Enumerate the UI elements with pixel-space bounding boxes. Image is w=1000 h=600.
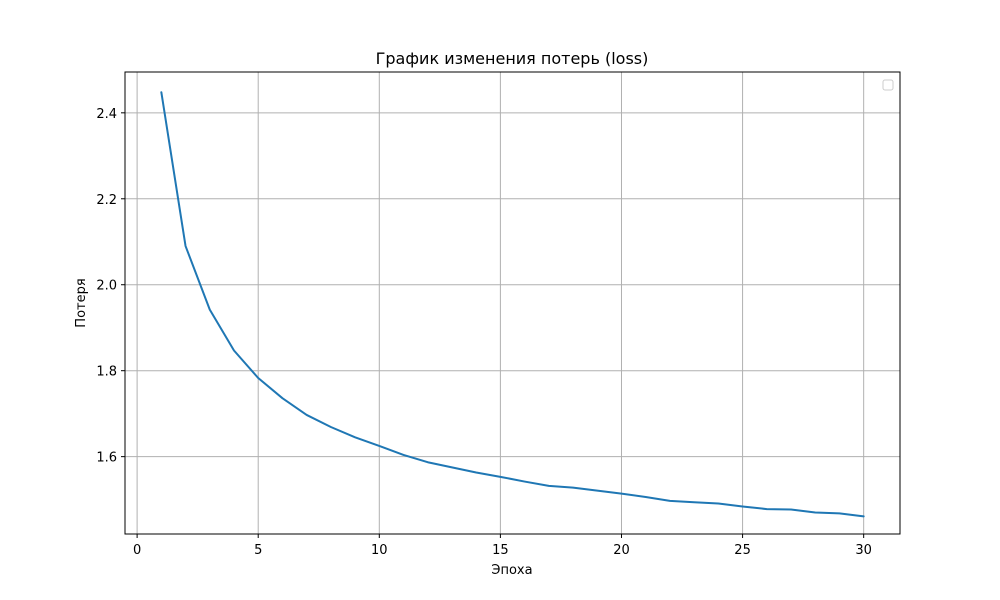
x-tick-label: 5 — [254, 543, 262, 558]
y-tick-label: 2.0 — [96, 279, 117, 294]
x-tick-label: 25 — [734, 543, 751, 558]
x-tick-label: 10 — [371, 543, 388, 558]
y-tick-label: 1.6 — [96, 451, 117, 466]
y-tick-label: 1.8 — [96, 365, 117, 380]
x-tick-label: 15 — [492, 543, 509, 558]
x-tick-label: 30 — [855, 543, 872, 558]
x-tick-label: 20 — [613, 543, 630, 558]
series-layer — [160, 91, 865, 518]
x-axis-label: Эпоха — [491, 563, 532, 578]
tick-layer: 0 5 10 15 20 25 30 1.6 1.8 2.0 2.2 2.4 — [96, 107, 872, 558]
axes-frame — [124, 71, 901, 535]
legend-box — [882, 79, 894, 91]
grid-layer — [125, 72, 900, 534]
y-tick-label: 2.4 — [96, 107, 117, 122]
loss-series-line — [160, 91, 865, 518]
x-tick-label: 0 — [133, 543, 141, 558]
y-tick-label: 2.2 — [96, 193, 117, 208]
chart-title: График изменения потерь (loss) — [376, 49, 649, 68]
y-axis-label: Потеря — [74, 278, 89, 327]
